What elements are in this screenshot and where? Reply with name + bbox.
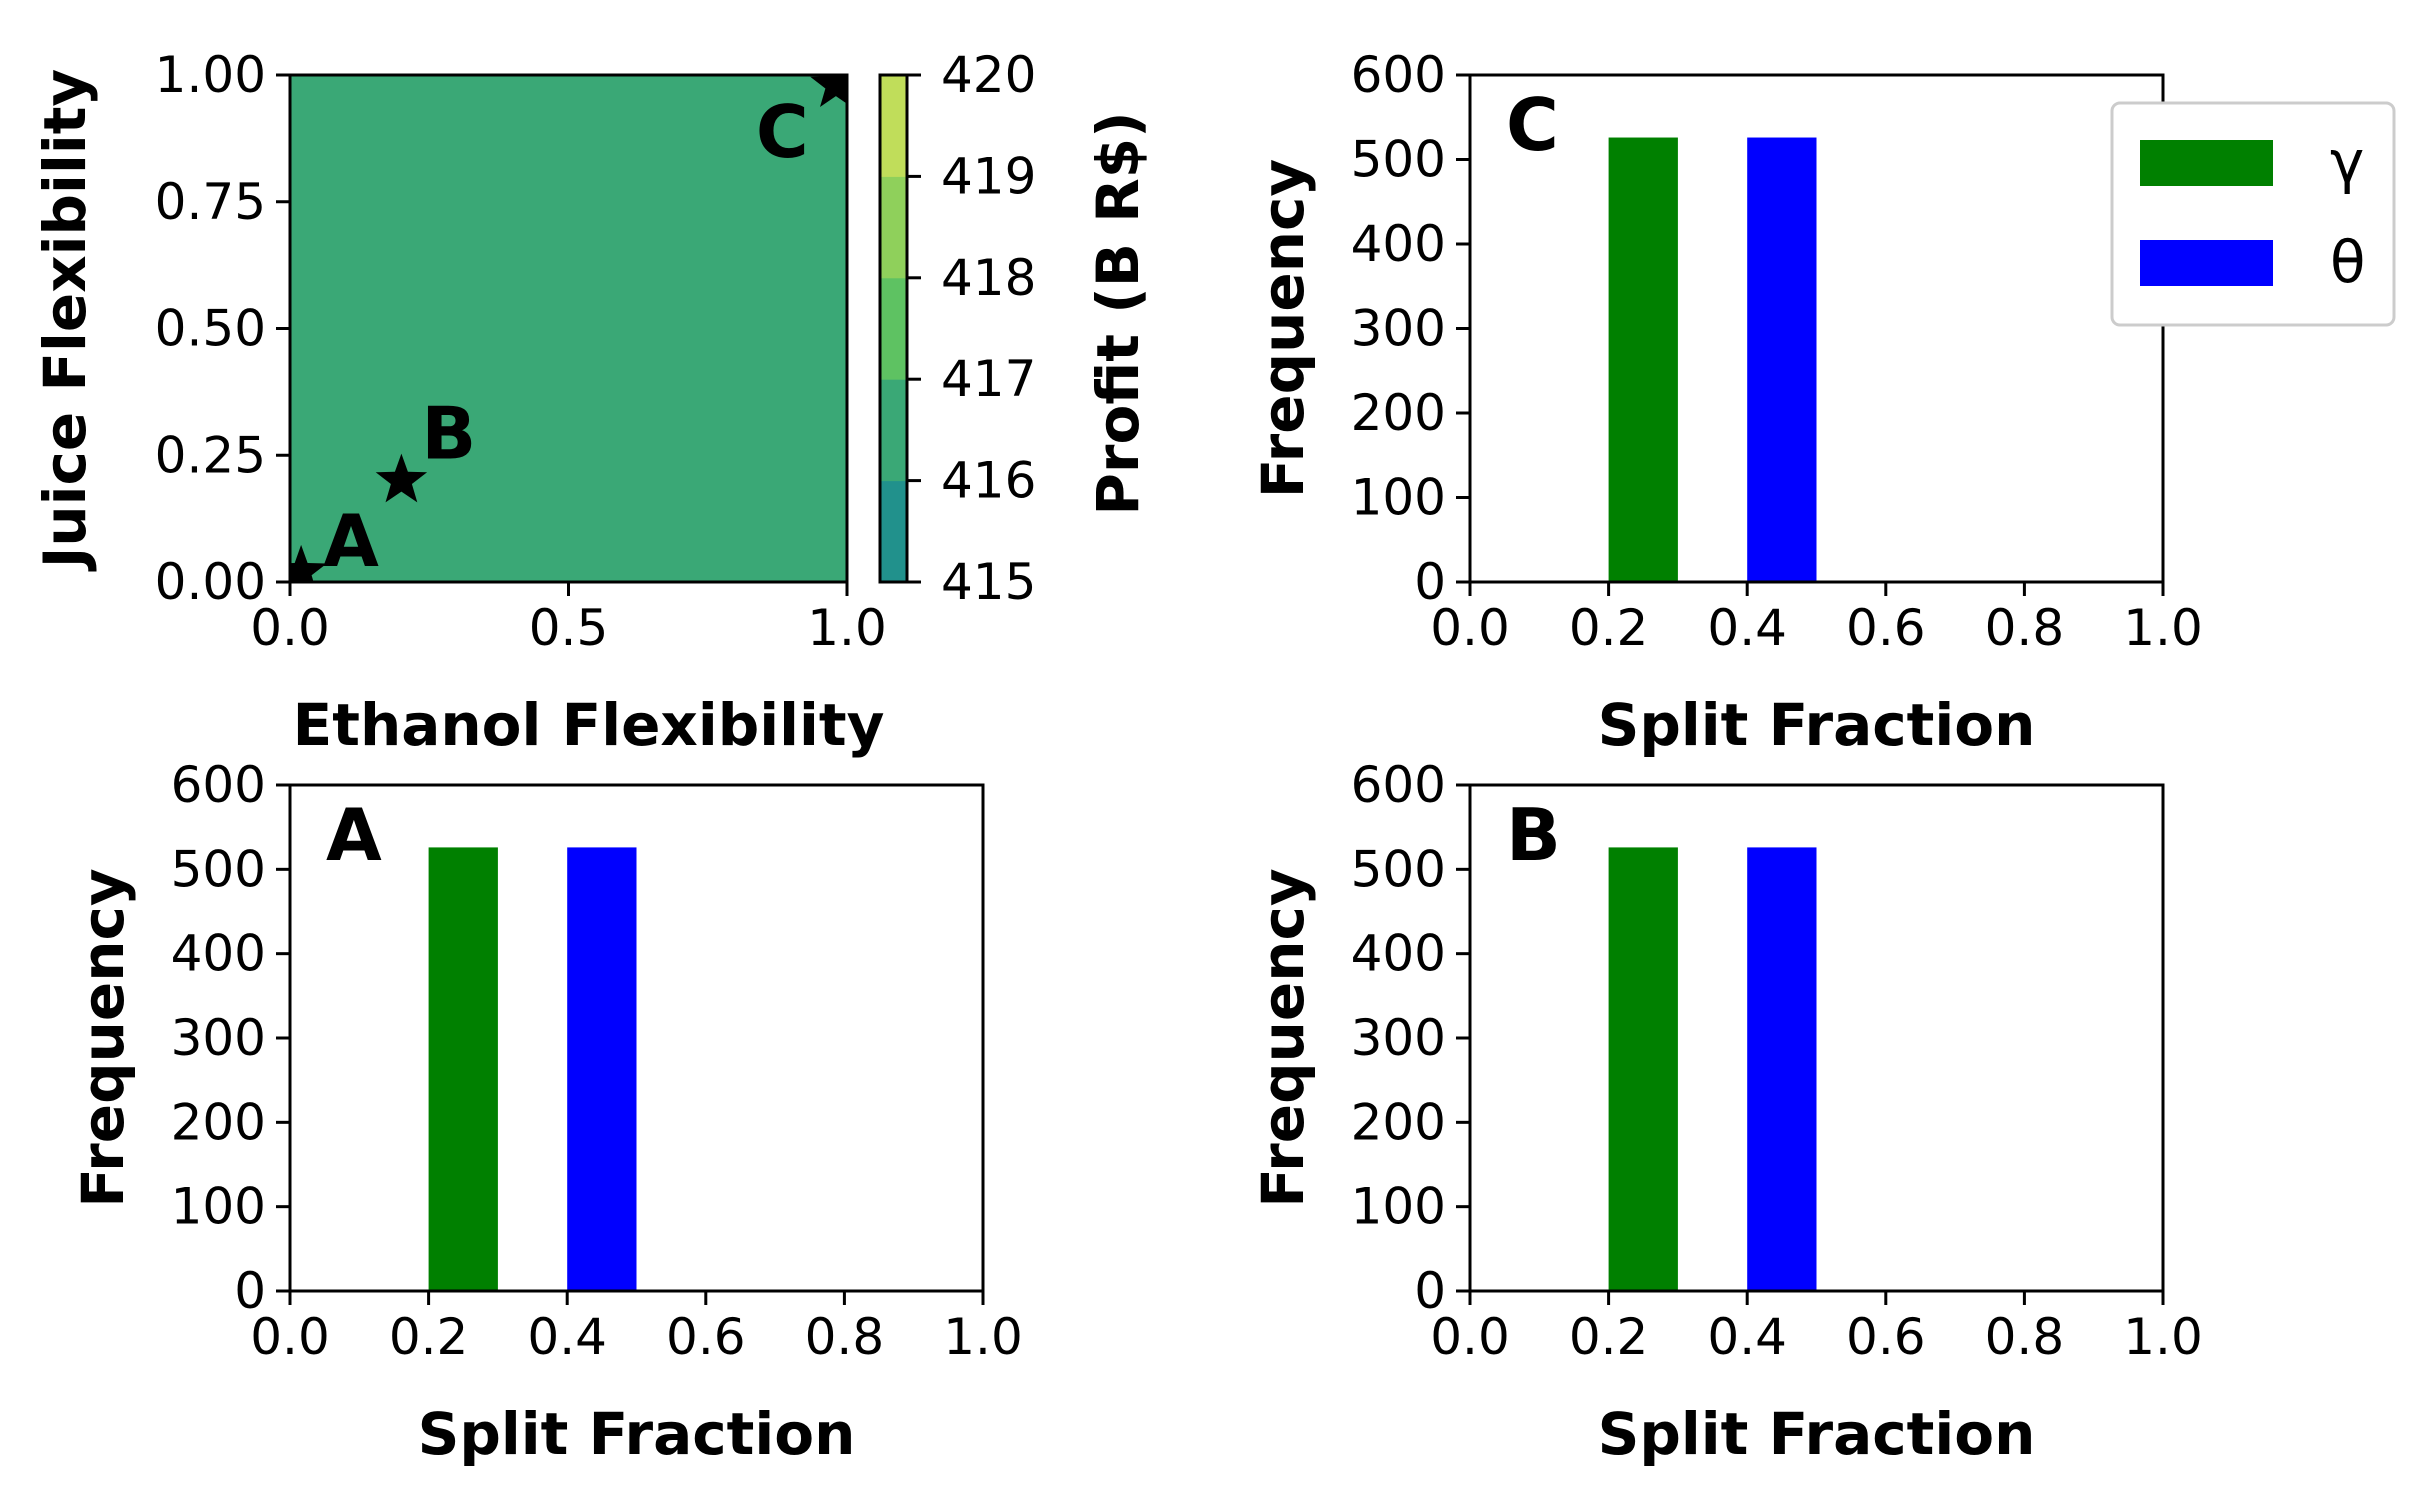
hist-C-bar-gamma (1608, 137, 1678, 582)
contour-y-axis-label: Juice Flexibility (31, 69, 99, 573)
hist-B-y-tick-label: 300 (1351, 1009, 1446, 1067)
contour-point-a-marker (290, 544, 327, 582)
colorbar-segment (880, 176, 907, 279)
hist-B-y-axis-label: Frequency (1249, 868, 1317, 1207)
hist-C-bar-theta (1747, 137, 1817, 582)
hist-B-x-tick-label: 1.0 (2123, 1308, 2203, 1366)
contour-y-tick-label: 0.75 (155, 173, 266, 231)
hist-B-panel: 0.0 0.2 0.4 0.6 0.8 1.0 0 100 200 300 400 500 600 Spl… (1249, 756, 2203, 1468)
hist-C-x-tick-label: 0.4 (1707, 599, 1787, 657)
contour-x-tick-label: 0.0 (250, 599, 330, 657)
contour-x-tick-label: 1.0 (807, 599, 887, 657)
hist-A-x-tick-label: 0.8 (805, 1308, 885, 1366)
contour-point-a-label: A (323, 499, 379, 583)
hist-A-y-tick-label: 600 (171, 756, 266, 814)
hist-B-y-tick-label: 400 (1351, 925, 1446, 983)
hist-C-x-tick-label: 1.0 (2123, 599, 2203, 657)
legend-label-gamma: γ (2330, 128, 2364, 196)
legend-label-theta: θ (2330, 228, 2366, 296)
colorbar-tick-label: 419 (941, 147, 1036, 205)
hist-C-x-tick-label: 0.6 (1846, 599, 1926, 657)
colorbar-segment (880, 379, 907, 482)
hist-A-panel-letter: A (326, 793, 382, 877)
contour-y-tick-label: 0.00 (155, 553, 266, 611)
hist-C-y-tick-label: 300 (1351, 300, 1446, 358)
hist-C-x-tick-label: 0.0 (1430, 599, 1510, 657)
hist-C-panel: 0.0 0.2 0.4 0.6 0.8 1.0 0 100 200 300 400 500 600 Spl… (1249, 46, 2396, 759)
contour-point-b-label: B (421, 392, 476, 476)
colorbar-tick-label: 417 (941, 350, 1036, 408)
hist-B-y-tick-label: 500 (1351, 840, 1446, 898)
hist-B-x-tick-label: 0.0 (1430, 1308, 1510, 1366)
hist-C-x-tick-label: 0.2 (1569, 599, 1649, 657)
hist-C-y-axis-label: Frequency (1249, 159, 1317, 498)
hist-B-x-tick-label: 0.2 (1569, 1308, 1649, 1366)
hist-B-y-tick-label: 200 (1351, 1093, 1446, 1151)
hist-A-y-tick-label: 500 (171, 840, 266, 898)
contour-point-c-label: C (756, 90, 809, 174)
hist-B-bar-theta (1747, 847, 1817, 1291)
hist-C-y-tick-label: 0 (1414, 553, 1446, 611)
colorbar-segment (880, 480, 907, 583)
colorbar-segment (880, 75, 907, 177)
hist-A-y-axis-label: Frequency (69, 868, 137, 1207)
colorbar-segment (880, 277, 907, 380)
legend: γθ (2110, 101, 2396, 327)
contour-point-c-marker (810, 75, 847, 107)
hist-A-x-tick-label: 0.6 (666, 1308, 746, 1366)
hist-A-x-tick-label: 0.2 (389, 1308, 469, 1366)
hist-B-x-tick-label: 0.6 (1846, 1308, 1926, 1366)
hist-B-panel-letter: B (1506, 793, 1561, 877)
colorbar-tick-label: 416 (941, 452, 1036, 510)
hist-A-y-tick-label: 0 (234, 1262, 266, 1320)
hist-B-x-axis-label: Split Fraction (1598, 1400, 2036, 1468)
legend-swatch-gamma (2140, 140, 2273, 186)
hist-C-y-tick-label: 100 (1351, 469, 1446, 527)
hist-C-y-tick-label: 500 (1351, 131, 1446, 189)
hist-C-y-tick-label: 200 (1351, 384, 1446, 442)
hist-A-x-tick-label: 0.4 (527, 1308, 607, 1366)
hist-A-bar-gamma (428, 847, 498, 1291)
hist-A-y-tick-label: 100 (171, 1178, 266, 1236)
colorbar-tick-label: 418 (941, 249, 1036, 307)
hist-C-y-tick-label: 600 (1351, 46, 1446, 104)
hist-B-bar-gamma (1608, 847, 1678, 1291)
hist-A-bar-theta (567, 847, 637, 1291)
hist-A-panel: 0.0 0.2 0.4 0.6 0.8 1.0 0 100 200 300 400 500 600 Spl… (69, 756, 1023, 1468)
hist-A-y-tick-label: 200 (171, 1093, 266, 1151)
contour-x-tick-label: 0.5 (529, 599, 609, 657)
contour-y-tick-label: 0.25 (155, 426, 266, 484)
legend-swatch-theta (2140, 240, 2273, 286)
contour-fill (290, 75, 847, 582)
hist-B-y-tick-label: 600 (1351, 756, 1446, 814)
hist-B-y-tick-label: 100 (1351, 1178, 1446, 1236)
colorbar-tick-label: 420 (941, 46, 1036, 104)
hist-C-x-tick-label: 0.8 (1985, 599, 2065, 657)
hist-A-x-tick-label: 0.0 (250, 1308, 330, 1366)
hist-C-panel-letter: C (1506, 83, 1559, 167)
contour-panel: 0.0 0.5 1.0 0.00 0.25 0.50 0.75 1.00 Ethanol Fle… (31, 46, 1152, 759)
colorbar-label: Profit (B R$) (1084, 111, 1152, 515)
contour-x-axis-label: Ethanol Flexibility (293, 691, 885, 759)
contour-y-tick-label: 1.00 (155, 46, 266, 104)
hist-B-y-tick-label: 0 (1414, 1262, 1446, 1320)
hist-B-x-tick-label: 0.8 (1985, 1308, 2065, 1366)
hist-B-x-tick-label: 0.4 (1707, 1308, 1787, 1366)
hist-A-x-axis-label: Split Fraction (418, 1400, 856, 1468)
hist-A-y-tick-label: 400 (171, 925, 266, 983)
hist-A-x-tick-label: 1.0 (943, 1308, 1023, 1366)
colorbar-tick-label: 415 (941, 553, 1036, 611)
hist-C-x-axis-label: Split Fraction (1598, 691, 2036, 759)
contour-y-tick-label: 0.50 (155, 300, 266, 358)
hist-C-y-tick-label: 400 (1351, 215, 1446, 273)
contour-point-b-marker (375, 453, 428, 503)
colorbar-frame (878, 73, 909, 584)
hist-A-y-tick-label: 300 (171, 1009, 266, 1067)
